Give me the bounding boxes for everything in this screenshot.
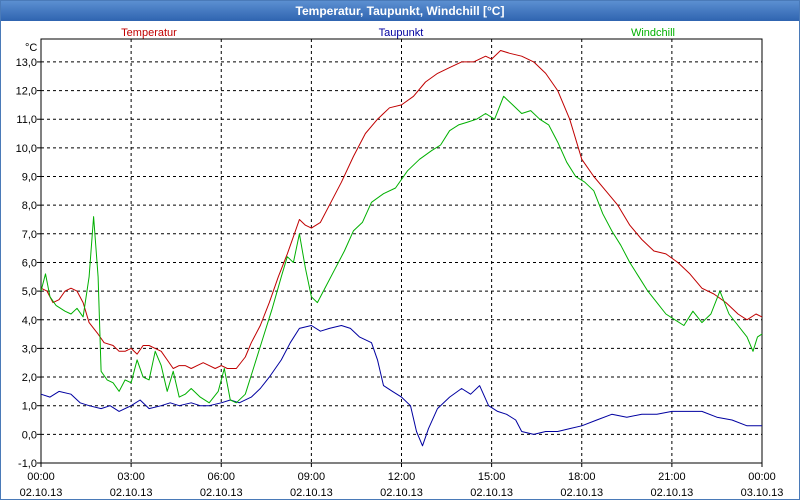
x-tick-time: 12:00: [388, 471, 416, 483]
x-tick-date: 02.10.13: [20, 487, 63, 498]
x-tick-date: 03.10.13: [741, 487, 784, 498]
series-line-temperatur: [40, 50, 763, 369]
x-tick-date: 02.10.13: [110, 487, 153, 498]
x-tick-time: 06:00: [207, 471, 235, 483]
y-tick-label: 12,0: [16, 86, 37, 98]
y-tick-label: 13,0: [16, 57, 37, 69]
x-tick-time: 18:00: [568, 471, 596, 483]
y-axis: -1,0 0,0 1,0 2,0 3,0 4,0 5,0 6,0 7,0 8,0 9,0 10,0 11…: [16, 42, 41, 470]
y-tick-label: 4,0: [22, 315, 37, 327]
x-tick-time: 15:00: [478, 471, 506, 483]
y-axis-label: °C: [25, 42, 37, 54]
x-axis: 00:00 02.10.13 03:00 02.10.13 06:00 02.10.13 0…: [20, 463, 784, 498]
y-tick-label: 8,0: [22, 200, 37, 212]
y-tick-label: 2,0: [22, 372, 37, 384]
legend: Temperatur Taupunkt Windchill: [121, 27, 675, 39]
y-tick-label: 5,0: [22, 286, 37, 298]
y-tick-label: 7,0: [22, 229, 37, 241]
y-tick-label: -1,0: [18, 458, 37, 470]
legend-temperatur: Temperatur: [121, 27, 177, 39]
x-tick-time: 03:00: [117, 471, 145, 483]
y-tick-label: 3,0: [22, 343, 37, 355]
y-tick-label: 6,0: [22, 257, 37, 269]
series-lines: [40, 50, 763, 447]
x-tick-date: 02.10.13: [380, 487, 423, 498]
y-tick-label: 10,0: [16, 143, 37, 155]
series-line-windchill: [40, 95, 763, 404]
x-tick-date: 02.10.13: [650, 487, 693, 498]
x-tick-date: 02.10.13: [290, 487, 333, 498]
grid: [41, 39, 762, 464]
legend-windchill: Windchill: [631, 27, 675, 39]
x-tick-date: 02.10.13: [470, 487, 513, 498]
y-tick-label: 0,0: [22, 429, 37, 441]
legend-taupunkt: Taupunkt: [379, 27, 424, 39]
y-tick-label: 1,0: [22, 401, 37, 413]
x-tick-time: 09:00: [298, 471, 326, 483]
chart-canvas: -1,0 0,0 1,0 2,0 3,0 4,0 5,0 6,0 7,0 8,0 9,0 10,0 11…: [16, 27, 784, 498]
x-tick-time: 21:00: [658, 471, 686, 483]
x-tick-time: 00:00: [27, 471, 55, 483]
y-tick-label: 11,0: [16, 114, 37, 126]
x-tick-date: 02.10.13: [560, 487, 603, 498]
x-tick-date: 02.10.13: [200, 487, 243, 498]
y-tick-label: 9,0: [22, 172, 37, 184]
x-tick-time: 00:00: [748, 471, 776, 483]
series-line-taupunkt: [40, 325, 762, 447]
window-title: Temperatur, Taupunkt, Windchill [°C]: [1, 1, 799, 21]
